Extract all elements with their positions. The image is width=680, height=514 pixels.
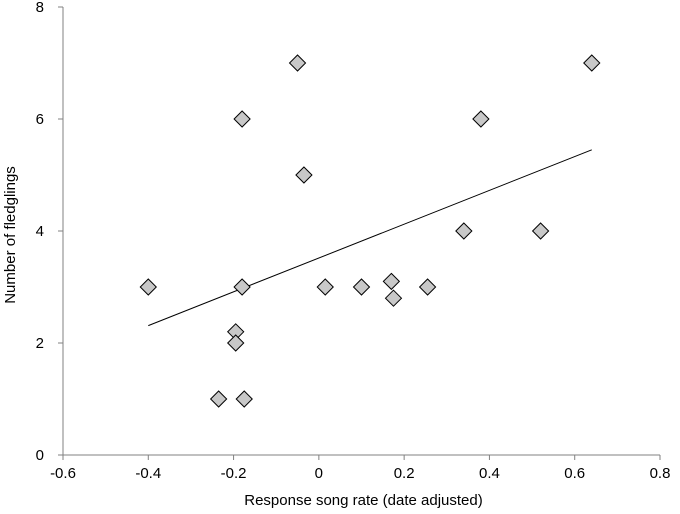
x-tick-label: 0.6 <box>564 465 585 482</box>
data-point <box>288 54 307 72</box>
y-tick-label: 2 <box>36 335 44 352</box>
data-point <box>233 278 251 296</box>
x-ticks: -0.6 -0.4 -0.2 0 0.2 0.4 0.6 0.8 <box>50 455 670 482</box>
data-point <box>209 390 228 408</box>
axes <box>62 7 660 456</box>
x-axis-title: Response song rate (date adjusted) <box>244 492 482 509</box>
y-tick-label: 8 <box>36 0 44 16</box>
x-tick-label: -0.6 <box>50 465 76 482</box>
y-tick-label: 0 <box>36 447 44 464</box>
data-point <box>233 110 251 128</box>
data-point <box>583 54 601 72</box>
x-tick-label: 0.2 <box>394 465 415 482</box>
data-point <box>384 289 403 307</box>
x-tick-label: -0.2 <box>221 465 247 482</box>
x-tick-label: 0 <box>315 465 323 482</box>
points-layer <box>139 54 601 408</box>
data-point <box>472 110 490 128</box>
y-tick-label: 6 <box>36 111 44 128</box>
data-point <box>352 278 371 296</box>
x-tick-label: 0.4 <box>479 465 500 482</box>
trend-layer <box>148 149 592 327</box>
data-point <box>295 166 313 184</box>
y-tick-label: 4 <box>36 223 44 240</box>
data-point <box>418 278 437 296</box>
data-point <box>316 278 334 296</box>
y-ticks: 0 2 4 6 8 <box>36 0 63 464</box>
data-point <box>455 222 473 240</box>
data-point <box>226 334 245 352</box>
trend-line <box>148 149 592 327</box>
x-tick-label: 0.8 <box>650 465 671 482</box>
y-axis-title: Number of fledglings <box>2 166 19 304</box>
data-point <box>531 222 550 240</box>
x-tick-label: -0.4 <box>135 465 161 482</box>
data-point <box>235 390 253 408</box>
data-point <box>382 272 401 291</box>
data-point <box>139 278 157 296</box>
